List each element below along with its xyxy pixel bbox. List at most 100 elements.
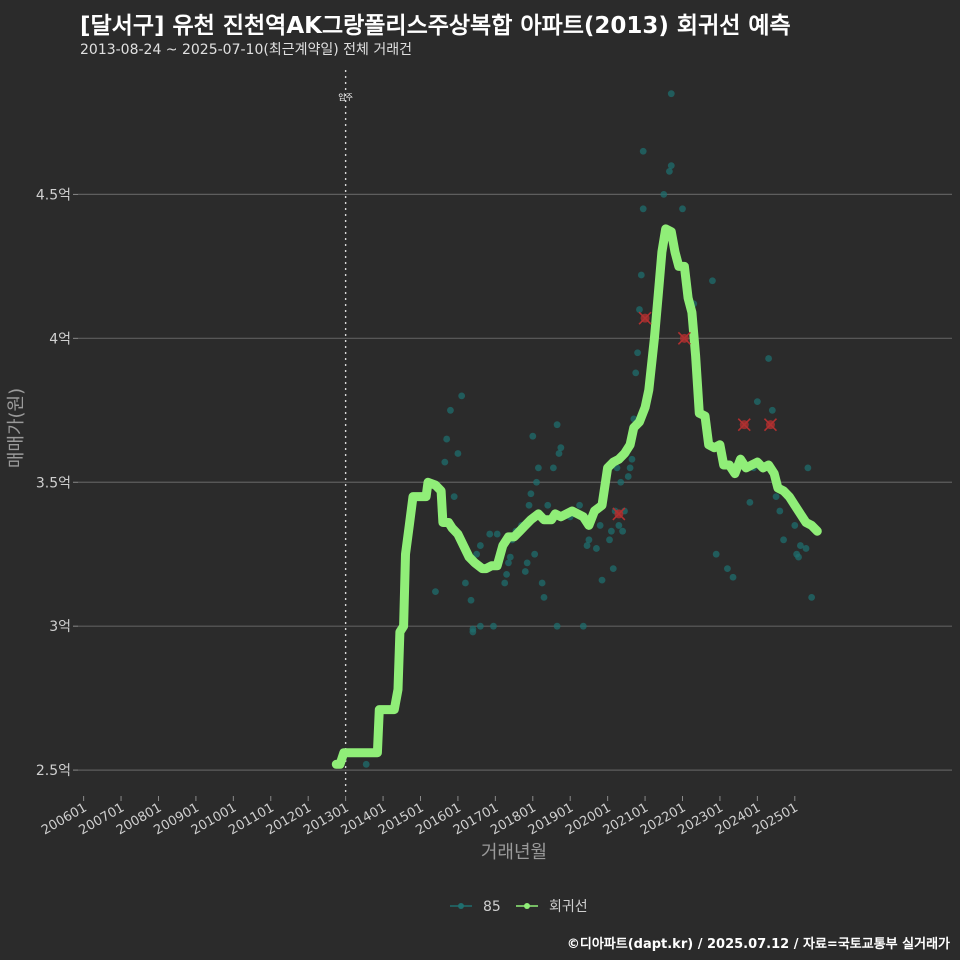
scatter-point — [598, 576, 606, 584]
legend-label: 85 — [483, 899, 501, 915]
scatter-point — [666, 167, 673, 175]
scatter-point — [639, 205, 647, 213]
scatter-point — [797, 542, 804, 549]
scatter-point — [476, 542, 484, 549]
cancelled-cross — [612, 507, 626, 521]
scatter-point — [768, 406, 776, 414]
scatter-point — [596, 522, 604, 529]
y-axis-ticks: 2.5억 3억 3.5억 4억 4.5억 — [36, 187, 78, 779]
scatter-point — [576, 501, 583, 509]
scatter-point — [533, 478, 540, 486]
scatter-point — [746, 499, 754, 506]
scatter-point — [432, 588, 439, 596]
cancelled-markers — [612, 311, 778, 521]
x-axis-title: 거래년월 — [481, 842, 547, 863]
scatter-point — [441, 458, 449, 466]
scatter-point — [724, 565, 731, 573]
move-in-annotation: 입주 — [338, 70, 353, 796]
scatter-point — [729, 573, 737, 581]
grid-lines — [78, 193, 952, 771]
scatter-point — [501, 579, 509, 587]
scatter-point — [454, 450, 462, 457]
scatter-point — [617, 478, 625, 486]
scatter-point — [639, 147, 647, 155]
scatter-point — [634, 349, 641, 357]
scatter-point — [667, 90, 675, 98]
x-axis-ticks: 2006012007012008012009012010012011012012… — [39, 796, 801, 838]
scatter-point — [525, 501, 533, 509]
legend-label: 회귀선 — [549, 899, 588, 915]
cancelled-marker — [612, 507, 626, 521]
scatter-point — [450, 493, 458, 501]
scatter-point — [555, 450, 563, 457]
y-tick-label: 4억 — [49, 331, 71, 347]
scatter-point — [585, 536, 593, 544]
regression-line — [331, 224, 822, 769]
scatter-point — [712, 550, 720, 558]
regression-line-layer — [331, 224, 822, 769]
scatter-point — [624, 473, 632, 480]
scatter-point — [553, 421, 561, 429]
scatter-point — [531, 550, 539, 558]
cancelled-marker — [737, 418, 751, 432]
scatter-point — [808, 593, 816, 601]
scatter-point — [583, 542, 591, 549]
scatter-point — [549, 464, 557, 472]
y-tick-label: 3억 — [49, 619, 71, 635]
chart-subtitle: 2013-08-24 ~ 2025-07-10(최근계약일) 전체 거래건 — [80, 42, 412, 58]
scatter-point — [527, 490, 535, 498]
scatter-point — [534, 464, 542, 472]
scatter-point — [802, 545, 810, 552]
y-tick-label: 4.5억 — [36, 187, 71, 203]
y-tick-label: 3.5억 — [36, 475, 71, 491]
scatter-point — [753, 398, 761, 406]
scatter-point — [553, 622, 561, 630]
move-in-label: 입주 — [338, 93, 353, 102]
cancelled-cross — [763, 418, 778, 432]
scatter-point — [503, 570, 510, 578]
scatter-point — [458, 392, 466, 400]
scatter-point — [636, 306, 643, 313]
legend-item: 회귀선 — [516, 899, 588, 915]
scatter-point — [609, 565, 617, 573]
legend-item: 85 — [450, 899, 501, 915]
scatter-point — [780, 536, 787, 544]
scatter-point — [626, 464, 634, 472]
scatter-point — [637, 271, 645, 279]
source-caption: ©디아파트(dapt.kr) / 2025.07.12 / 자료=국토교통부 실… — [566, 937, 950, 952]
cancelled-cross — [737, 418, 751, 432]
y-tick-label: 2.5억 — [36, 763, 71, 779]
scatter-point — [607, 527, 615, 535]
cancelled-marker — [677, 331, 691, 345]
scatter-point — [523, 559, 531, 567]
scatter-point — [467, 596, 475, 604]
scatter-point — [462, 579, 469, 587]
scatter-series-85 — [362, 90, 816, 768]
scatter-point — [667, 162, 675, 170]
scatter-point — [772, 493, 780, 501]
scatter-point — [791, 522, 799, 529]
scatter-point — [476, 622, 484, 630]
cancelled-cross — [677, 331, 691, 345]
scatter-point — [579, 622, 587, 630]
scatter-point — [544, 501, 552, 509]
scatter-point — [795, 553, 802, 561]
scatter-point — [557, 444, 565, 452]
scatter-point — [776, 507, 784, 515]
legend-swatch-dot — [524, 903, 530, 909]
scatter-point — [529, 432, 537, 440]
cancelled-marker — [638, 311, 652, 325]
scatter-point — [709, 277, 716, 285]
cancelled-marker — [763, 418, 778, 432]
scatter-point — [619, 527, 627, 535]
scatter-point — [804, 464, 812, 472]
scatter-point — [660, 191, 668, 198]
scatter-point — [540, 593, 548, 601]
scatter-point — [632, 369, 640, 377]
scatter-point — [362, 760, 370, 768]
scatter-point — [490, 622, 497, 630]
legend: 85 회귀선 — [450, 899, 588, 915]
y-axis-title: 매매가(원) — [6, 388, 27, 468]
scatter-point — [447, 406, 454, 414]
scatter-point — [486, 530, 494, 538]
